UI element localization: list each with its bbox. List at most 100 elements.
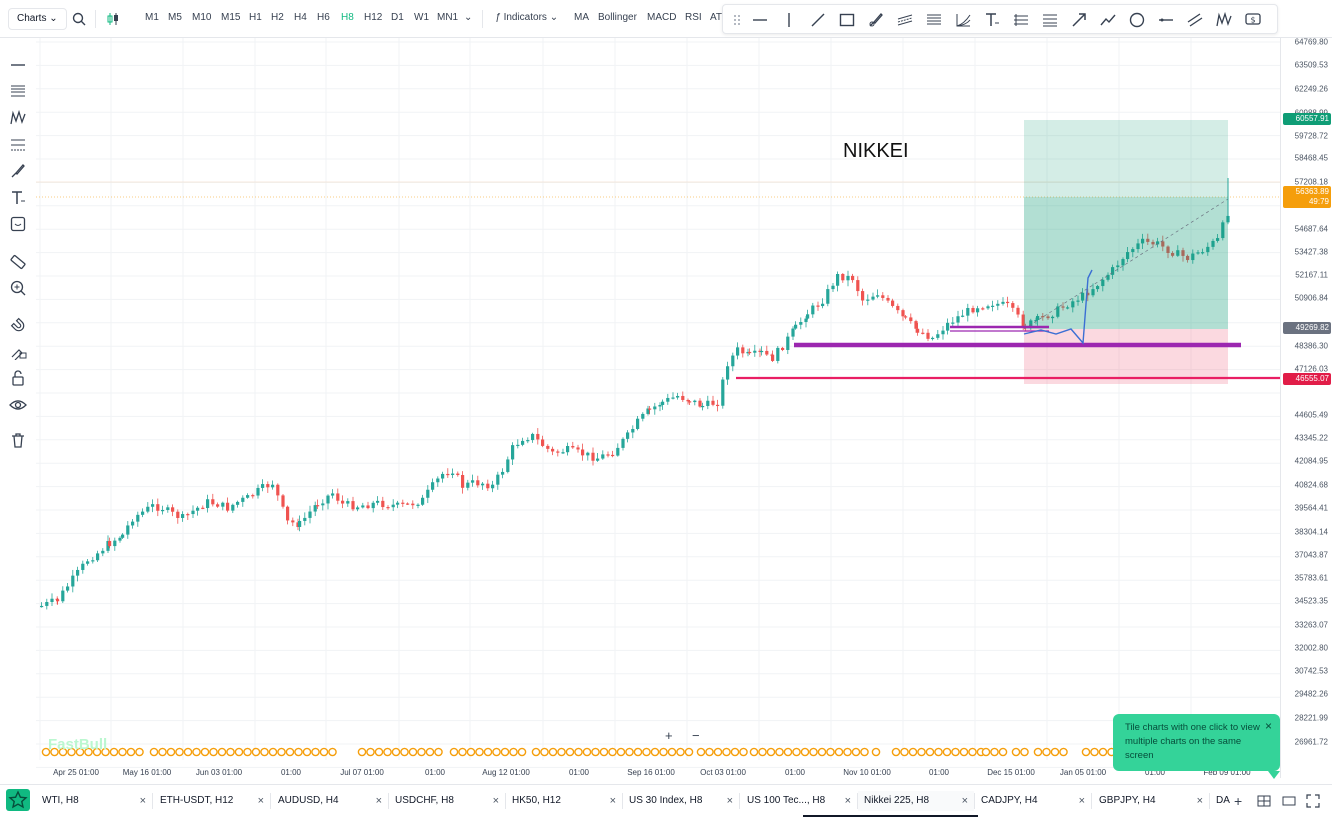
close-tab-icon[interactable]: × [726, 795, 733, 807]
eye-icon[interactable] [9, 396, 27, 414]
chart-tab[interactable]: US 100 Tec..., H8 × [741, 791, 857, 811]
favorites-button[interactable] [6, 789, 30, 811]
single-layout-icon[interactable] [1282, 796, 1296, 806]
zoom-in-icon[interactable] [9, 279, 27, 297]
chart-tab[interactable]: Nikkei 225, H8 × [858, 791, 974, 811]
timeframe-d1[interactable]: D1 [391, 12, 404, 23]
brush-icon[interactable] [867, 11, 885, 29]
brush-icon[interactable] [9, 162, 27, 180]
close-tab-icon[interactable]: × [961, 795, 968, 807]
elliott-wave-icon[interactable] [9, 109, 27, 127]
chart-tab[interactable]: GBPJPY, H4 × [1093, 791, 1209, 811]
price-note-icon[interactable]: $ [1244, 11, 1262, 29]
timeframe-w1[interactable]: W1 [414, 12, 429, 23]
price-axis[interactable]: 64769.8063509.5362249.2660988.9959728.72… [1280, 38, 1332, 778]
zoom-in-button[interactable]: + [665, 728, 673, 743]
indicator-bollinger[interactable]: Bollinger [598, 12, 637, 23]
chart-canvas[interactable] [36, 38, 1280, 778]
indicator-ma[interactable]: MA [574, 12, 589, 23]
indicator-macd[interactable]: MACD [647, 12, 677, 23]
elliott-wave-icon[interactable] [1215, 11, 1233, 29]
magnet-icon[interactable] [9, 316, 27, 334]
chart-tab[interactable]: DA [1210, 791, 1230, 811]
timeframe-h4[interactable]: H4 [294, 12, 307, 23]
chart-tab[interactable]: CADJPY, H4 × [975, 791, 1091, 811]
chart-tab[interactable]: WTI, H8 × [36, 791, 152, 811]
chart-tab[interactable]: AUDUSD, H4 × [272, 791, 388, 811]
close-tab-icon[interactable]: × [492, 795, 499, 807]
trash-icon[interactable] [9, 431, 27, 449]
vertical-line-icon[interactable] [780, 11, 798, 29]
zigzag-icon[interactable] [1099, 11, 1117, 29]
chart-tab[interactable]: USDCHF, H8 × [389, 791, 505, 811]
horizontal-line-icon[interactable] [9, 56, 27, 74]
indicator-rsi[interactable]: RSI [685, 12, 702, 23]
unlock-icon[interactable] [9, 369, 27, 387]
chart-tab[interactable]: HK50, H12 × [506, 791, 622, 811]
zoom-out-button[interactable]: − [692, 728, 700, 743]
double-line-icon[interactable] [1186, 11, 1204, 29]
candle-body [1146, 238, 1150, 242]
charts-menu-button[interactable]: Charts ⌄ [8, 8, 67, 30]
close-tab-icon[interactable]: × [609, 795, 616, 807]
ray-icon[interactable] [1157, 11, 1175, 29]
tile-layout-icon[interactable] [1257, 795, 1271, 807]
timeframe-m10[interactable]: M10 [192, 12, 212, 23]
timeframe-mn1[interactable]: MN1 [437, 12, 459, 23]
candle-body [286, 506, 290, 521]
timeframe-m15[interactable]: M15 [221, 12, 241, 23]
close-tab-icon[interactable]: × [257, 795, 264, 807]
close-tab-icon[interactable]: × [844, 795, 851, 807]
close-tab-icon[interactable]: × [1078, 795, 1085, 807]
timeframe-m5[interactable]: M5 [168, 12, 182, 23]
drag-handle-icon[interactable] [729, 11, 747, 29]
event-marker [633, 747, 643, 757]
close-tab-icon[interactable]: × [375, 795, 382, 807]
time-tick-label: Jul 07 01:00 [340, 768, 384, 777]
chart-tab[interactable]: ETH-USDT, H12 × [154, 791, 270, 811]
search-icon[interactable] [71, 11, 87, 27]
circle-icon[interactable] [1128, 11, 1146, 29]
trend-line-icon[interactable] [809, 11, 827, 29]
fullscreen-icon[interactable] [1306, 794, 1320, 808]
event-marker [183, 747, 193, 757]
fib-retracement-icon[interactable] [925, 11, 943, 29]
candle-body [456, 473, 460, 476]
timeframe-h8[interactable]: H8 [341, 12, 354, 23]
emoji-icon[interactable] [9, 215, 27, 233]
close-tab-icon[interactable]: × [1196, 795, 1203, 807]
candle-body [626, 432, 630, 439]
add-tab-icon[interactable]: + [1234, 793, 1243, 809]
rectangle-icon[interactable] [838, 11, 856, 29]
close-tab-icon[interactable]: × [139, 795, 146, 807]
pitchfork-icon[interactable] [9, 136, 27, 154]
candle-body [181, 514, 185, 518]
arrow-icon[interactable] [1070, 11, 1088, 29]
lock-drawing-icon[interactable] [9, 342, 27, 360]
tooltip-close-button[interactable]: × [1264, 719, 1272, 733]
time-tick-label: Sep 16 01:00 [627, 768, 675, 777]
more-timeframes-chevron-icon[interactable]: ⌄ [464, 12, 473, 23]
timeframe-m1[interactable]: M1 [145, 12, 159, 23]
indicator-at[interactable]: AT [710, 12, 723, 23]
candle-body [201, 507, 205, 509]
parallel-channel-icon[interactable] [896, 11, 914, 29]
timeframe-h6[interactable]: H6 [317, 12, 330, 23]
time-axis[interactable]: Apr 25 01:00 May 16 01:00 Jun 03 01:00 01:0… [36, 766, 1280, 782]
ruler-icon[interactable] [9, 253, 27, 271]
fib-retracement-icon[interactable] [9, 82, 27, 100]
timeframe-h1[interactable]: H1 [249, 12, 262, 23]
text-tool-icon[interactable] [983, 11, 1001, 29]
timeframe-h2[interactable]: H2 [271, 12, 284, 23]
horizontal-line-icon[interactable] [751, 11, 769, 29]
fib-fan-icon[interactable] [954, 11, 972, 29]
candlestick-type-icon[interactable] [105, 11, 121, 27]
chart-area[interactable] [36, 38, 1280, 778]
timeframe-h12[interactable]: H12 [364, 12, 383, 23]
gann-box-icon[interactable] [1041, 11, 1059, 29]
indicators-button[interactable]: ƒ Indicators ⌄ [495, 12, 558, 23]
nikkei-text-annotation[interactable]: NIKKEI [843, 140, 909, 162]
text-tool-icon[interactable] [9, 189, 27, 207]
pitchfork-icon[interactable] [1012, 11, 1030, 29]
chart-tab[interactable]: US 30 Index, H8 × [623, 791, 739, 811]
